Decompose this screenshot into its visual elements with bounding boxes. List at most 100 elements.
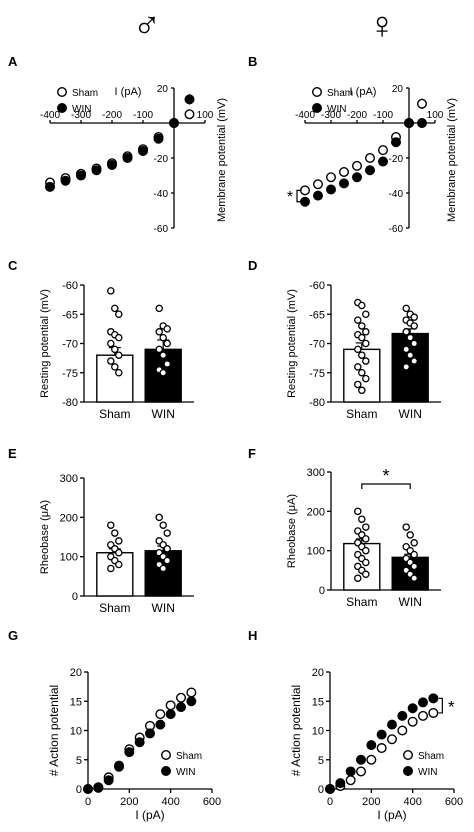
sham-point-h <box>345 775 356 786</box>
data-point-sham-c <box>107 287 115 295</box>
win-point-h <box>376 729 387 740</box>
y-axis-label-e: Rheobase (μA) <box>39 500 51 574</box>
y-tick-label-f: 100 <box>307 546 325 558</box>
y-axis-label-h: # Action potential <box>289 685 303 776</box>
sham-point-b <box>326 172 337 183</box>
data-point-win-e <box>159 564 167 573</box>
sham-point-g <box>186 687 197 698</box>
y-tick-label-g: 5 <box>76 755 82 767</box>
data-point-sham-d <box>354 380 362 389</box>
data-point-sham-d <box>362 374 370 383</box>
data-point-win-f <box>410 539 418 547</box>
data-point-sham-d <box>358 333 366 342</box>
sham-point-g <box>155 709 166 720</box>
bar-sham-c <box>96 354 134 403</box>
y-tick-label-b: -20 <box>389 154 404 165</box>
x-tick-label-a: -400 <box>40 110 60 121</box>
data-point-sham-c <box>111 363 119 371</box>
data-point-win-d <box>402 328 410 336</box>
legend-win-marker-a <box>57 102 68 113</box>
y-tick-label-d: -70 <box>309 339 325 351</box>
data-point-sham-e <box>107 521 115 529</box>
y-tick-label-f: 200 <box>307 506 325 518</box>
data-point-win-d <box>410 322 418 330</box>
x-tick-label-h: 400 <box>403 796 421 808</box>
win-point-b <box>378 156 389 167</box>
win-point-g <box>82 784 93 795</box>
panel-label-e: E <box>8 446 17 461</box>
data-point-win-c <box>155 304 163 313</box>
y-tick-label-g: 20 <box>70 667 82 679</box>
data-point-sham-d <box>354 316 362 324</box>
sham-point-b <box>300 185 311 196</box>
panel-label-c: C <box>8 258 18 273</box>
significance-bracket-h <box>438 697 443 714</box>
data-point-sham-f <box>362 558 370 567</box>
x-axis-label-a: I (pA) <box>115 86 142 98</box>
legend-win-marker-h <box>403 766 414 777</box>
sham-point-h <box>418 710 429 721</box>
y-tick-label-g: 10 <box>70 726 82 738</box>
win-point-h <box>387 719 398 730</box>
panel-label-b: B <box>248 54 257 69</box>
win-point-h <box>335 778 346 789</box>
win-point-h <box>418 697 429 708</box>
legend-sham-marker-g <box>160 750 171 761</box>
y-axis-label-a: Membrane potential (mV) <box>216 98 228 222</box>
x-tick-label-a: -100 <box>133 110 153 121</box>
y-tick-label-f: 300 <box>307 467 325 479</box>
data-point-sham-d <box>358 386 366 395</box>
data-point-sham-d <box>358 368 366 377</box>
data-point-win-e <box>163 545 171 553</box>
data-point-sham-e <box>111 529 119 537</box>
y-tick-label-d: -75 <box>309 368 325 380</box>
legend-win-marker-b <box>312 102 323 113</box>
data-point-sham-f <box>354 507 362 516</box>
win-point-g <box>113 761 124 772</box>
data-point-sham-d <box>354 345 362 354</box>
x-tick-label-b: -200 <box>347 110 367 121</box>
win-point-b <box>352 172 363 183</box>
data-point-sham-c <box>107 339 115 348</box>
panel-label-d: D <box>248 258 257 273</box>
y-tick-label-a: -40 <box>154 189 169 200</box>
win-point-a <box>184 94 195 105</box>
data-point-win-d <box>410 313 418 321</box>
x-tick-label-g: 0 <box>85 796 91 808</box>
win-point-b <box>391 137 402 148</box>
legend-win-marker-g <box>160 766 171 777</box>
win-point-g <box>134 737 145 748</box>
data-point-sham-c <box>115 368 123 377</box>
y-tick-label-h: 15 <box>312 696 324 708</box>
data-point-sham-d <box>358 351 366 359</box>
legend-sham-marker-h <box>403 750 414 761</box>
data-point-sham-c <box>111 345 119 354</box>
x-tick-label-g: 600 <box>203 796 221 808</box>
win-point-b <box>417 117 428 128</box>
x-axis-label-b: I (pA) <box>350 86 377 98</box>
y-tick-label-c: -75 <box>62 368 78 380</box>
sham-point-b <box>352 160 363 171</box>
y-tick-label-d: -80 <box>309 397 325 409</box>
legend-win-label-h: WIN <box>418 767 437 778</box>
y-axis-label-d: Resting potential (mV) <box>286 289 298 398</box>
data-point-win-e <box>163 556 171 565</box>
data-point-win-d <box>410 339 418 348</box>
category-label-sham-f: Sham <box>346 595 377 609</box>
win-point-g <box>144 728 155 739</box>
legend-sham-label-a: Sham <box>72 88 98 99</box>
data-point-sham-f <box>358 515 366 523</box>
y-tick-label-c: -70 <box>62 339 78 351</box>
x-axis-label-g: I (pA) <box>135 808 164 822</box>
data-point-win-f <box>410 562 418 571</box>
win-point-b <box>404 117 415 128</box>
y-tick-label-h: 5 <box>318 755 324 767</box>
x-tick-label-g: 200 <box>120 796 138 808</box>
data-point-sham-d <box>358 322 366 330</box>
win-point-a <box>75 170 86 181</box>
data-point-win-d <box>402 363 410 371</box>
y-axis-label-f: Rheobase (μA) <box>286 494 298 568</box>
y-tick-label-c: -60 <box>62 280 78 292</box>
win-point-g <box>93 782 104 793</box>
